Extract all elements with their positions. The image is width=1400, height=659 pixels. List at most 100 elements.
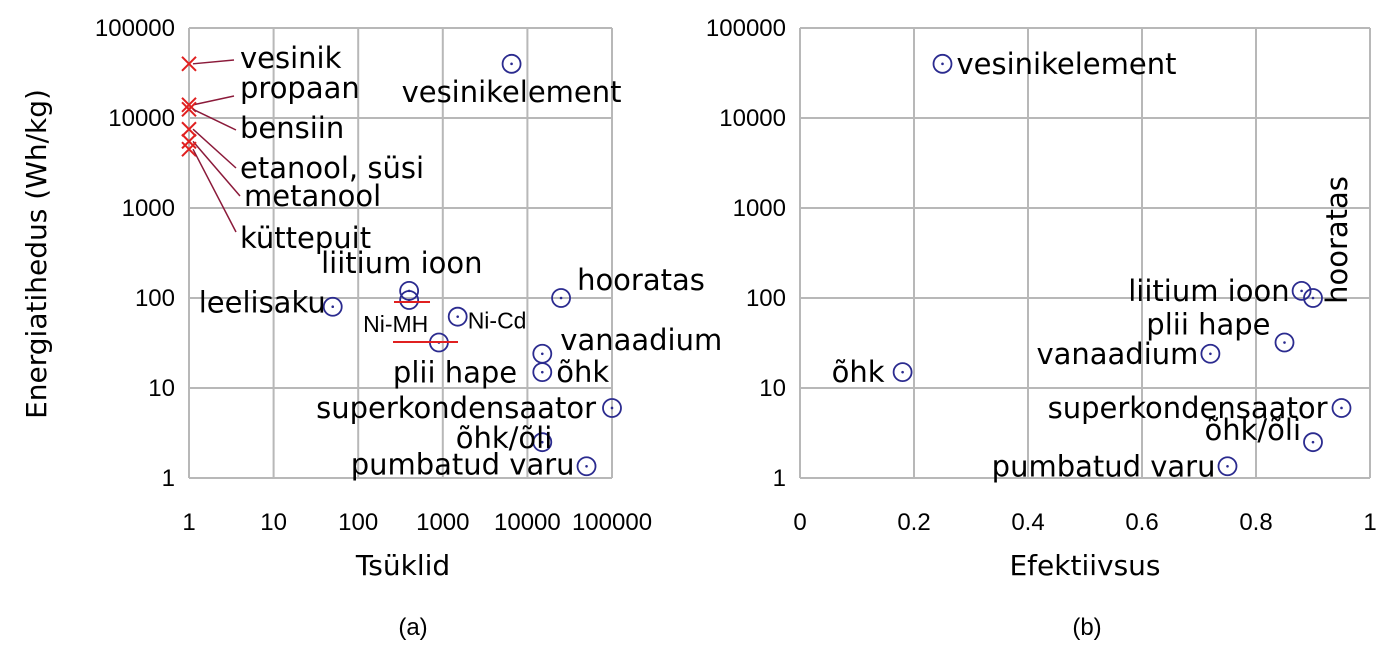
point-label-vanaadium: vanaadium <box>560 323 722 357</box>
point-marker <box>602 398 622 418</box>
point-vanaadium: vanaadium <box>1036 337 1221 371</box>
panel-a-chart: 1 10 100 1000 10000 100000 1 10 100 1000 10000 1000… <box>20 15 722 641</box>
panel-a-y-tick-label: 10000 <box>108 105 175 132</box>
point-label-pumbatud-varu: pumbatud varu <box>992 449 1216 483</box>
point-label-ni-mh: Ni-MH <box>363 311 428 337</box>
panel-b-chart: 1 10 100 1000 10000 100000 0 0.2 0.4 0.6 0.8 1 vesi… <box>706 15 1377 641</box>
point-vesinikelement: vesinikelement <box>402 53 622 109</box>
fuel-label-bensiin: bensiin <box>240 111 344 145</box>
panel-b-y-tick-label: 100000 <box>706 15 786 42</box>
point-plii-hape: plii hape <box>393 332 517 390</box>
point-superkondensaator: superkondensaator <box>1048 391 1352 425</box>
point-center-dot <box>510 62 513 66</box>
point-marker <box>1303 288 1323 308</box>
point-plii-hape: plii hape <box>1146 308 1295 353</box>
point-label-vesinikelement: vesinikelement <box>957 47 1177 81</box>
point-marker <box>932 53 953 74</box>
panel-a-label: (a) <box>398 614 427 641</box>
point-center-dot <box>1340 406 1343 410</box>
fuel-leader-line <box>192 108 237 131</box>
point-ohk-oli: õhk/õli <box>1204 413 1323 453</box>
panel-a-y-tick-label: 100000 <box>95 15 175 42</box>
point-center-dot <box>1300 289 1303 293</box>
point-label-vesinikelement: vesinikelement <box>402 75 622 109</box>
point-label-vanaadium: vanaadium <box>1036 337 1198 371</box>
point-liitium-ioon: liitium ioon <box>321 246 483 301</box>
panel-a-x-tick-label: 100 <box>338 509 378 536</box>
fuel-label-etanool-susi: etanool, süsi <box>240 151 424 185</box>
panel-a-x-tick-label: 1000 <box>416 509 469 536</box>
panel-a-points: vesinikelement hooratas leelisaku liitium i… <box>199 53 722 481</box>
point-label-ohk: õhk <box>556 355 609 389</box>
point-ni-mh: Ni-MH <box>363 290 428 337</box>
point-leelisaku: leelisaku <box>199 286 343 320</box>
panel-b-x-tick-label: 0.4 <box>1011 509 1044 536</box>
point-label-ohk: õhk <box>832 355 885 389</box>
point-center-dot <box>540 352 544 356</box>
point-marker <box>501 53 522 74</box>
point-pumbatud-varu: pumbatud varu <box>992 449 1238 483</box>
point-center-dot <box>610 406 614 410</box>
point-label-ohk-oli: õhk/õli <box>456 421 553 455</box>
point-label-pumbatud-varu: pumbatud varu <box>351 447 575 481</box>
panel-b-y-tick-label: 1 <box>773 465 786 492</box>
fuel-cross-stroke <box>181 101 197 117</box>
panel-a-grid <box>188 27 613 479</box>
point-marker <box>551 288 571 308</box>
fuel-leader-line <box>192 148 237 233</box>
panel-a-y-tick-label: 1000 <box>122 195 175 222</box>
point-marker <box>576 456 597 477</box>
point-ni-cd: Ni-Cd <box>447 306 527 334</box>
point-center-dot <box>331 305 335 309</box>
fuel-leader-line <box>192 95 235 106</box>
panel-b-label: (b) <box>1072 614 1101 641</box>
fuel-marker-bensiin: bensiin <box>181 101 344 145</box>
fuel-leader-line <box>192 59 235 65</box>
point-center-dot <box>1209 352 1212 356</box>
panel-a-y-axis-title: Energiatihedus (Wh/kg) <box>20 89 53 419</box>
point-center-dot <box>1311 296 1315 300</box>
point-center-dot <box>1226 464 1229 468</box>
fuel-label-kuttepuit: küttepuit <box>240 221 371 255</box>
panel-a-y-tick-label: 10 <box>148 375 175 402</box>
point-marker <box>1274 332 1295 353</box>
point-pumbatud-varu: pumbatud varu <box>351 447 597 481</box>
panel-b-x-tick-label: 0.8 <box>1239 509 1272 536</box>
point-marker <box>322 296 343 317</box>
point-label-ni-cd: Ni-Cd <box>468 308 527 334</box>
panel-b-y-tick-label: 10000 <box>719 105 786 132</box>
fuel-marker-metanool: metanool <box>181 133 381 213</box>
fuel-cross-stroke <box>181 141 197 157</box>
panel-b-x-tick-label: 0.6 <box>1125 509 1158 536</box>
point-marker <box>532 362 553 383</box>
point-label-liitium-ioon: liitium ioon <box>1128 274 1289 308</box>
point-marker <box>1291 280 1312 301</box>
fuel-marker-vesinik: vesinik <box>181 41 342 75</box>
point-marker <box>1331 398 1352 418</box>
point-vesinikelement: vesinikelement <box>932 47 1177 81</box>
point-center-dot <box>941 62 944 66</box>
point-superkondensaator: superkondensaator <box>316 391 622 425</box>
point-center-dot <box>456 315 459 318</box>
panel-b-y-tick-label: 1000 <box>733 195 786 222</box>
fuel-cross-stroke <box>181 97 197 113</box>
panel-a-x-tick-label: 100000 <box>572 509 652 536</box>
panel-b-x-tick-label: 1 <box>1363 509 1376 536</box>
point-center-dot <box>1283 341 1286 344</box>
panel-a-x-tick-label: 1 <box>182 509 195 536</box>
point-marker <box>1200 343 1221 364</box>
fuel-marker-propaan: propaan <box>181 71 360 113</box>
panel-a-x-axis-title: Tsüklid <box>355 549 450 582</box>
panel-a-y-tick-label: 1 <box>162 465 175 492</box>
point-ohk-oli: õhk/õli <box>456 421 553 455</box>
panel-a-x-tick-label: 10 <box>260 509 287 536</box>
point-marker <box>399 290 420 310</box>
point-hooratas: hooratas <box>1303 176 1354 308</box>
point-center-dot <box>407 298 411 302</box>
fuel-label-metanool: metanool <box>244 179 381 213</box>
panel-b-y-tick-label: 10 <box>759 375 786 402</box>
point-center-dot <box>540 440 544 444</box>
point-center-dot <box>540 370 544 374</box>
